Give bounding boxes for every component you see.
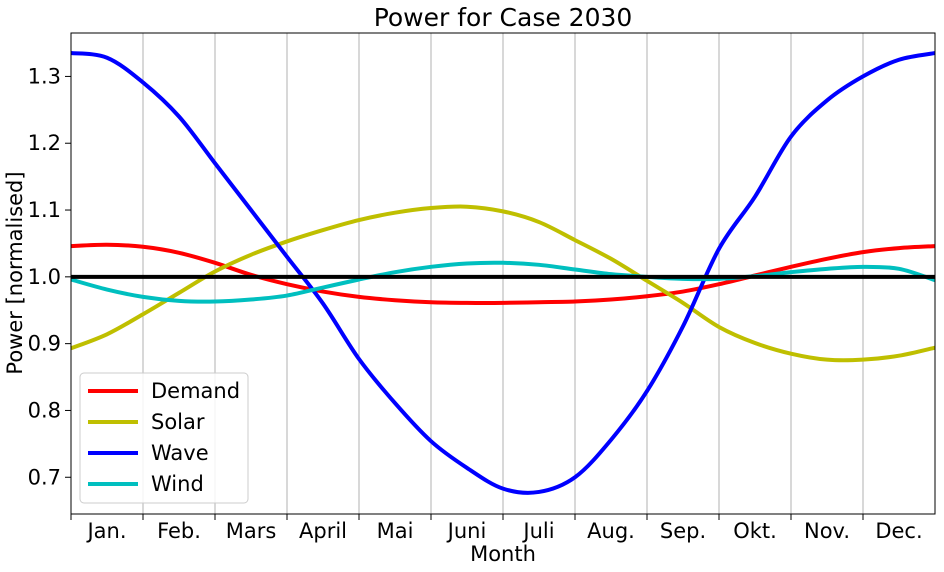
series-line-demand	[70, 242, 936, 305]
legend-label-wave: Wave	[151, 441, 209, 465]
y-tick-label: 1.0	[28, 265, 61, 289]
y-tick-label: 0.8	[28, 398, 61, 422]
x-tick-label: Mai	[377, 519, 414, 543]
series-line-wave	[70, 51, 936, 495]
x-tick-label: Juli	[521, 519, 554, 543]
x-tick-label: Mars	[226, 519, 277, 543]
chart-title: Power for Case 2030	[374, 3, 633, 32]
y-tick-label: 0.9	[28, 332, 61, 356]
legend-label-solar: Solar	[151, 410, 205, 434]
y-tick-label: 1.1	[28, 198, 61, 222]
series-line-solar	[70, 204, 936, 363]
series-line-wind	[70, 260, 936, 304]
x-tick-label: Aug.	[587, 519, 635, 543]
legend-label-demand: Demand	[151, 379, 240, 403]
y-tick-label: 0.7	[28, 465, 61, 489]
y-axis-label: Power [normalised]	[3, 171, 27, 374]
legend-frame	[79, 372, 249, 504]
legend-label-wind: Wind	[151, 472, 204, 496]
x-tick-label: Okt.	[733, 519, 777, 543]
x-tick-label: Feb.	[157, 519, 201, 543]
x-tick-label: Sep.	[660, 519, 706, 543]
x-tick-label: Nov.	[804, 519, 850, 543]
series-lines	[70, 51, 936, 495]
legend: Demand Solar Wave Wind	[79, 372, 249, 504]
x-tick-label: Dec.	[875, 519, 922, 543]
y-tick-label: 1.3	[28, 64, 61, 88]
x-tick-label: Juni	[446, 519, 487, 543]
x-tick-label: April	[299, 519, 347, 543]
y-axis-ticks: 0.7 0.8 0.9 1.0 1.1 1.2 1.3	[28, 64, 71, 489]
y-tick-label: 1.2	[28, 131, 61, 155]
x-tick-label: Jan.	[85, 519, 126, 543]
x-axis-label: Month	[470, 542, 536, 566]
x-axis-ticks: Jan. Feb. Mars April Mai Juni Juli Aug. Sep. Okt.…	[70, 514, 923, 543]
